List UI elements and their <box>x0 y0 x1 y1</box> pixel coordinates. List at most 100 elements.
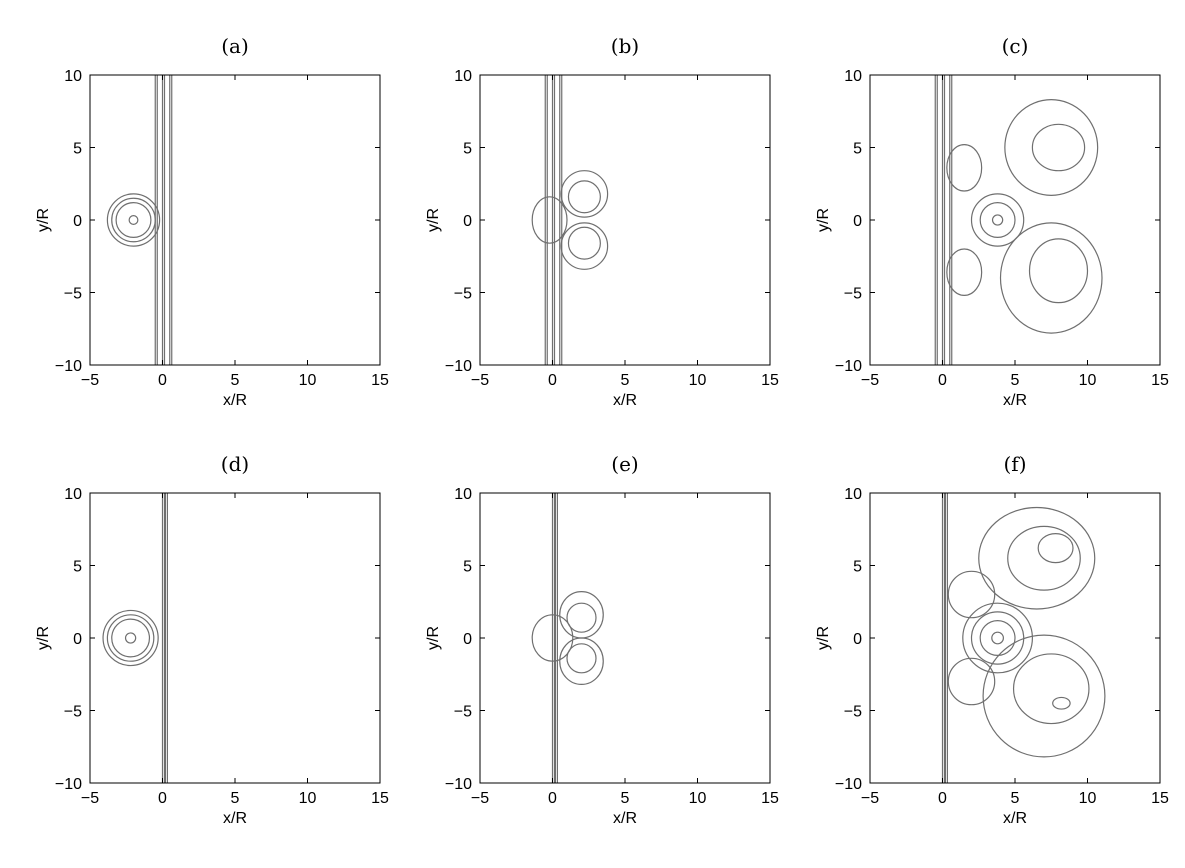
vortex-ring-contour <box>106 193 161 247</box>
y-tick-label: −5 <box>454 704 472 721</box>
y-axis-label: y/R <box>35 626 52 650</box>
vortex-ring-contour <box>102 609 159 667</box>
contour-group <box>531 493 604 783</box>
lobe-contour <box>559 590 604 639</box>
y-tick-label: 0 <box>853 213 862 230</box>
lobe-contour <box>531 614 574 662</box>
vortex-ring-contour <box>111 197 156 243</box>
x-tick-label: 15 <box>761 372 779 389</box>
x-tick-label: −5 <box>471 790 489 807</box>
y-tick-label: −5 <box>64 286 82 303</box>
x-axis-label: x/R <box>1003 810 1027 827</box>
y-tick-label: −5 <box>64 704 82 721</box>
x-tick-label: 0 <box>548 790 557 807</box>
x-axis-label: x/R <box>223 810 247 827</box>
panel-title: (d) <box>221 452 249 476</box>
y-axis-label: y/R <box>815 626 832 650</box>
x-tick-label: 5 <box>231 372 240 389</box>
x-axis-label: x/R <box>613 392 637 409</box>
lobe-contour <box>560 222 609 270</box>
lobe-contour <box>946 144 983 192</box>
panel-title: (e) <box>611 452 638 476</box>
y-axis-label: y/R <box>815 208 832 232</box>
lobe-contour <box>947 570 996 619</box>
x-tick-label: −5 <box>861 790 879 807</box>
lobe-contour <box>1004 99 1099 196</box>
y-tick-label: −10 <box>835 358 862 375</box>
lobe-contour <box>1031 123 1086 172</box>
x-tick-label: 15 <box>1151 372 1169 389</box>
x-tick-label: 10 <box>299 790 317 807</box>
contour-group <box>106 75 173 365</box>
x-tick-label: 5 <box>621 372 630 389</box>
vortex-ring-contour <box>111 618 151 658</box>
x-tick-label: −5 <box>81 372 99 389</box>
x-tick-label: 5 <box>231 790 240 807</box>
contour-group <box>102 493 168 783</box>
y-tick-label: 0 <box>853 631 862 648</box>
lobe-contour <box>559 637 604 686</box>
lobe-contour <box>978 506 1096 610</box>
x-tick-label: 15 <box>371 372 389 389</box>
contour-group <box>934 75 1103 365</box>
vortex-ring-contour <box>106 614 155 662</box>
vortex-ring-contour <box>979 619 1016 656</box>
lobe-contour <box>560 170 609 218</box>
y-tick-label: −10 <box>445 358 472 375</box>
panel-title: (b) <box>611 34 639 58</box>
y-tick-label: 10 <box>454 68 472 85</box>
lobe-contour <box>1012 653 1090 725</box>
x-tick-label: −5 <box>81 790 99 807</box>
lobe-contour <box>1007 525 1081 591</box>
vortex-ring-contour <box>115 202 152 239</box>
y-tick-label: 10 <box>64 486 82 503</box>
lobe-contour <box>567 180 601 214</box>
y-tick-label: 5 <box>73 141 82 158</box>
lobe-contour <box>947 657 996 706</box>
vortex-ring-contour <box>979 202 1016 239</box>
contour-group <box>941 493 1106 783</box>
x-tick-label: 0 <box>938 372 947 389</box>
lobe-contour <box>566 643 597 674</box>
x-tick-label: 5 <box>621 790 630 807</box>
vortex-ring-contour <box>991 214 1004 226</box>
x-axis-label: x/R <box>223 392 247 409</box>
y-tick-label: −10 <box>445 776 472 793</box>
panel-title: (a) <box>221 34 249 58</box>
y-tick-label: −10 <box>55 776 82 793</box>
x-axis-label: x/R <box>1003 392 1027 409</box>
x-tick-label: 15 <box>1151 790 1169 807</box>
y-tick-label: 5 <box>73 559 82 576</box>
lobe-contour <box>999 222 1103 334</box>
x-tick-label: 0 <box>938 790 947 807</box>
y-tick-label: −5 <box>454 286 472 303</box>
y-axis-label: y/R <box>425 208 442 232</box>
plot-frame <box>479 74 771 366</box>
panel-title: (f) <box>1003 452 1026 476</box>
y-tick-label: −5 <box>844 286 862 303</box>
x-tick-label: 5 <box>1011 372 1020 389</box>
y-tick-label: 0 <box>463 213 472 230</box>
y-tick-label: 10 <box>64 68 82 85</box>
vortex-ring-contour <box>962 602 1033 674</box>
y-tick-label: 0 <box>73 213 82 230</box>
y-tick-label: 5 <box>853 559 862 576</box>
lobe-contour <box>1037 532 1074 564</box>
vortex-ring-contour <box>128 215 139 225</box>
lobe-contour <box>566 602 597 633</box>
lobe-contour <box>531 196 568 244</box>
x-tick-label: 0 <box>548 372 557 389</box>
y-tick-label: 10 <box>844 486 862 503</box>
vortex-ring-contour <box>970 193 1025 247</box>
contour-group <box>531 75 609 365</box>
x-tick-label: −5 <box>471 372 489 389</box>
vortex-ring-contour <box>991 631 1004 645</box>
y-tick-label: 5 <box>463 559 472 576</box>
x-tick-label: 0 <box>158 372 167 389</box>
y-tick-label: 0 <box>73 631 82 648</box>
